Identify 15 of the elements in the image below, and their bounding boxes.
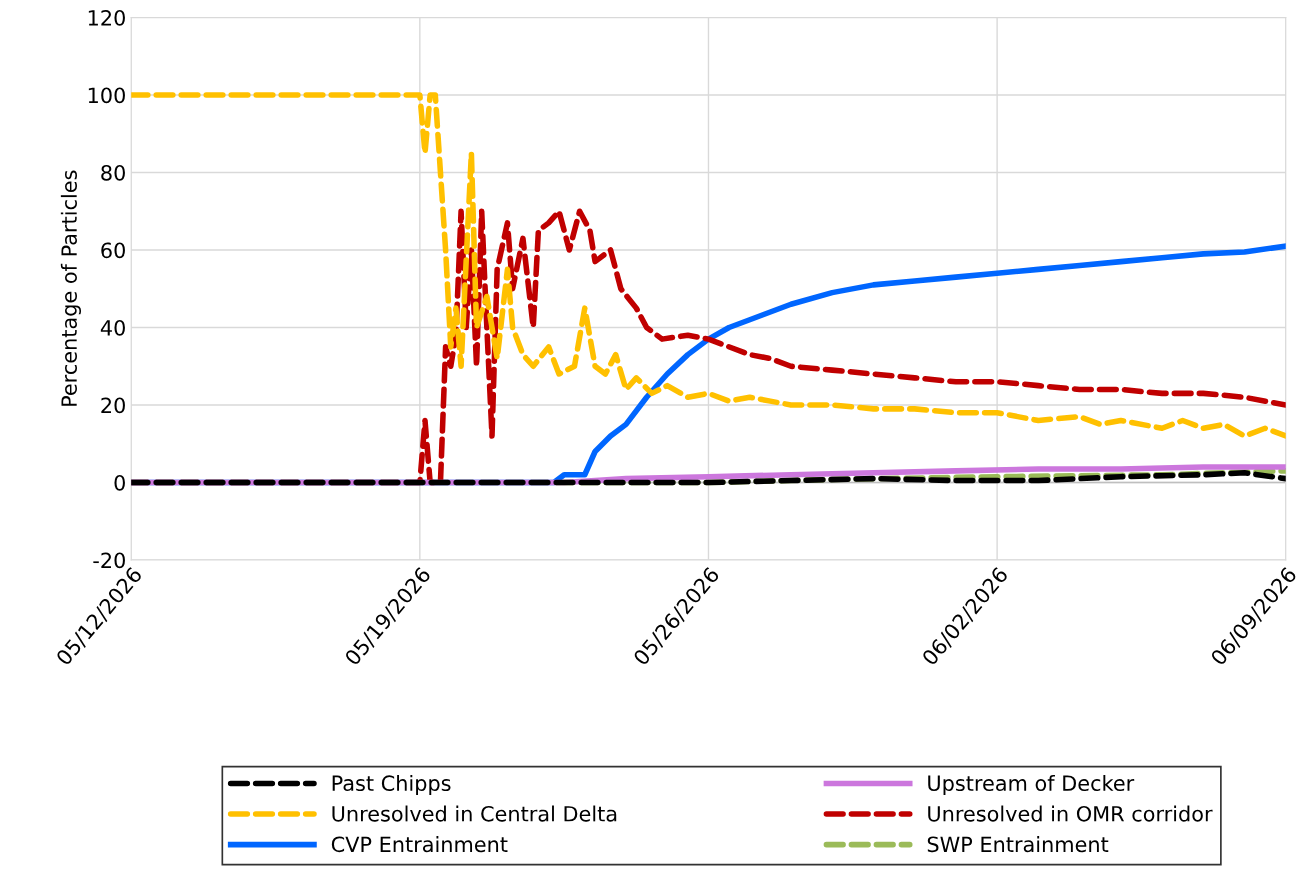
legend-label: SWP Entrainment	[927, 836, 1109, 853]
y-tick-label: 60	[101, 242, 125, 259]
y-tick-label: 120	[88, 9, 125, 26]
y-tick-label: 20	[101, 397, 125, 414]
legend-label: Upstream of Decker	[928, 774, 1135, 796]
y-tick-label: 100	[88, 87, 125, 104]
legend-label: Unresolved in Central Delta	[332, 805, 617, 822]
y-axis-title: Percentage of Particles	[60, 170, 82, 406]
legend-label: CVP Entrainment	[331, 836, 508, 853]
legend-label: Past Chipps	[332, 774, 451, 796]
y-tick-label: 40	[100, 319, 125, 336]
y-tick-label: 80	[101, 164, 125, 181]
legend-label: Unresolved in OMR corridor	[928, 805, 1213, 822]
y-tick-label: 0	[114, 474, 125, 491]
y-tick-label: -20	[93, 552, 125, 569]
